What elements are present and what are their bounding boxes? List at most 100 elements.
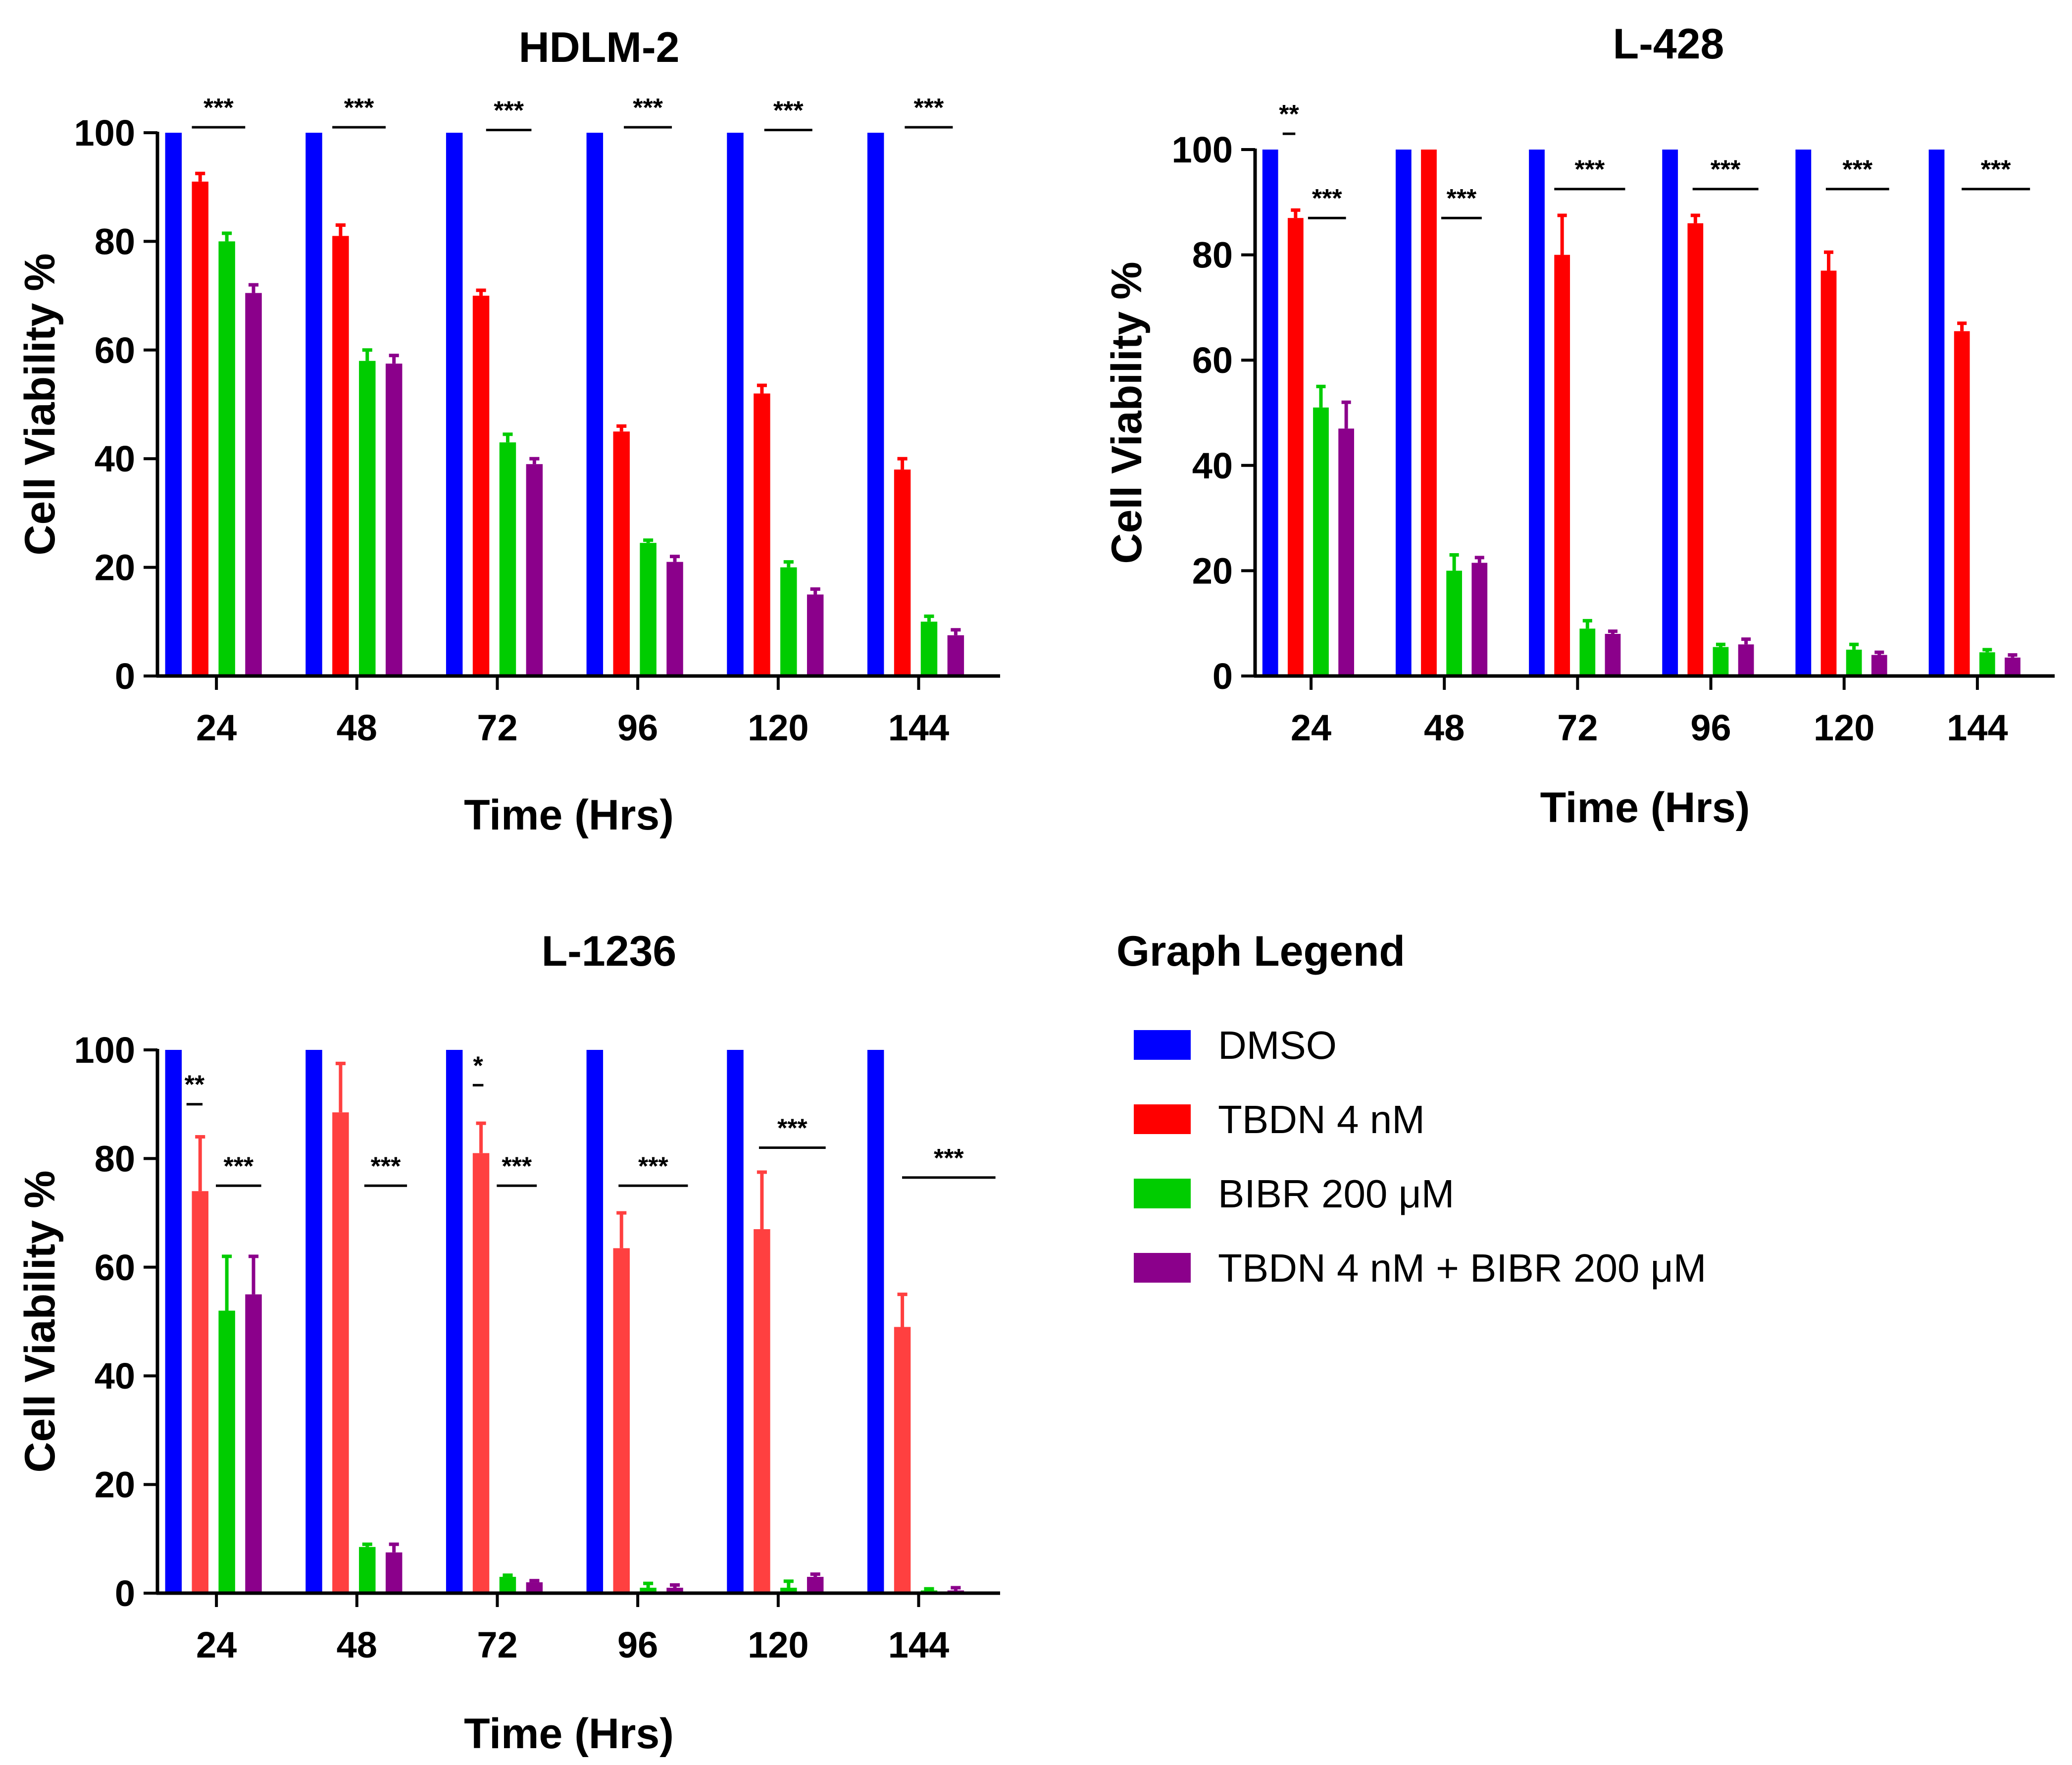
chart-title: L-1236 [542,928,677,975]
legend-label-dmso: DMSO [1218,1023,1337,1067]
bar-tbdn-4-nm-bibr-200-m-72 [526,1582,543,1593]
bar-bibr-200-m-96 [640,1588,657,1593]
bar-tbdn-4-nm-bibr-200-m-48 [385,1552,403,1593]
significance-label-1: *** [344,94,374,122]
significance-label-1: *** [223,1152,253,1181]
bar-tbdn-4-nm-24 [1287,218,1304,676]
y-tick-label-20: 20 [1192,550,1233,591]
significance-label-6: *** [777,1114,808,1142]
bar-dmso-48 [305,133,322,676]
bar-dmso-72 [1529,150,1545,676]
significance-label-1: *** [1312,184,1342,213]
legend-swatch-tbdn [1134,1104,1191,1134]
bar-tbdn-4-nm-24 [192,1191,208,1593]
chart-hdlm2: HDLM-2 Cell Viability % Time (Hrs) *** *** **… [16,24,1000,839]
y-axis-title: Cell Viability % [1103,261,1151,564]
bar-dmso-120 [727,133,744,676]
legend-item-tbdn: TBDN 4 nM [1134,1097,1425,1142]
significance-label-2: *** [494,97,524,125]
y-tick-label-40: 40 [95,438,135,479]
bar-dmso-24 [165,133,182,676]
y-tick-label-20: 20 [95,547,135,588]
y-tick-label-0: 0 [1213,656,1233,697]
bar-tbdn-4-nm-144 [1954,331,1970,676]
y-tick-label-40: 40 [1192,445,1233,486]
x-tick-label-72: 72 [477,1624,517,1665]
bar-tbdn-4-nm-bibr-200-m-72 [526,464,543,676]
x-tick-label-144: 144 [1947,707,2008,748]
bar-dmso-48 [1395,150,1412,676]
bar-tbdn-4-nm-bibr-200-m-144 [2005,657,2021,676]
bar-tbdn-4-nm-144 [894,469,911,676]
bar-bibr-200-m-144 [920,622,938,676]
legend: Graph Legend DMSO TBDN 4 nM BIBR 200 μM … [1116,928,1706,1290]
bar-bibr-200-m-96 [640,543,657,676]
y-tick-label-100: 100 [74,1030,135,1071]
bar-dmso-120 [727,1050,744,1593]
x-tick-label-120: 120 [748,1624,809,1665]
x-tick-label-24: 24 [196,1624,237,1665]
significance-label-4: *** [773,97,804,125]
bar-bibr-200-m-120 [780,567,797,676]
bar-tbdn-4-nm-96 [613,431,630,676]
bar-tbdn-4-nm-bibr-200-m-48 [1471,563,1488,676]
bar-bibr-200-m-120 [780,1588,797,1593]
bar-tbdn-4-nm-96 [1687,223,1704,676]
x-tick-label-144: 144 [888,1624,949,1665]
bar-tbdn-4-nm-48 [332,236,349,676]
significance-label-3: *** [1575,156,1605,184]
bar-bibr-200-m-48 [1446,571,1463,676]
legend-swatch-dmso [1134,1030,1191,1060]
bar-tbdn-4-nm-72 [1554,255,1570,676]
x-tick-label-120: 120 [748,707,809,748]
bar-bibr-200-m-24 [218,1310,235,1593]
bar-bibr-200-m-144 [1979,652,1995,676]
legend-item-dmso: DMSO [1134,1023,1337,1067]
y-tick-label-40: 40 [95,1355,135,1397]
significance-label-0: ** [1279,100,1299,129]
significance-label-2: *** [1447,184,1477,213]
bar-dmso-120 [1795,150,1812,676]
x-axis-title: Time (Hrs) [1540,784,1750,831]
bar-tbdn-4-nm-24 [192,181,208,676]
bar-tbdn-4-nm-bibr-200-m-96 [1738,644,1754,676]
chart-title: HDLM-2 [519,24,680,71]
y-tick-label-100: 100 [74,112,135,154]
significance-label-4: *** [502,1152,532,1181]
bar-dmso-72 [446,1050,463,1593]
bar-dmso-96 [1662,150,1678,676]
significance-label-0: ** [185,1071,205,1099]
legend-label-bibr: BIBR 200 μM [1218,1172,1454,1216]
legend-label-combo: TBDN 4 nM + BIBR 200 μM [1218,1246,1706,1290]
x-tick-label-96: 96 [617,1624,658,1665]
y-tick-label-80: 80 [95,1138,135,1179]
x-tick-label-24: 24 [196,707,237,748]
bar-tbdn-4-nm-72 [472,1153,490,1593]
bar-tbdn-4-nm-bibr-200-m-24 [245,293,262,676]
x-tick-label-144: 144 [888,707,949,748]
bar-tbdn-4-nm-48 [1421,150,1437,676]
y-axis-title: Cell Viability % [16,1170,64,1472]
significance-label-2: *** [371,1152,401,1181]
x-tick-label-96: 96 [617,707,658,748]
bar-tbdn-4-nm-bibr-200-m-96 [666,1588,683,1593]
bar-dmso-24 [165,1050,182,1593]
bar-tbdn-4-nm-bibr-200-m-48 [385,363,403,676]
bar-bibr-200-m-48 [359,1547,376,1593]
chart-title: L-428 [1613,20,1724,68]
y-tick-label-60: 60 [1192,340,1233,381]
bar-dmso-96 [586,133,604,676]
bar-bibr-200-m-24 [218,241,235,676]
y-tick-label-100: 100 [1172,129,1233,170]
bar-dmso-24 [1262,150,1278,676]
y-tick-label-0: 0 [115,656,135,697]
x-tick-label-120: 120 [1814,707,1874,748]
bar-dmso-144 [867,133,884,676]
y-tick-label-60: 60 [95,330,135,371]
bar-tbdn-4-nm-bibr-200-m-120 [807,1577,824,1593]
significance-label-5: *** [638,1152,668,1181]
legend-item-bibr: BIBR 200 μM [1134,1172,1454,1216]
